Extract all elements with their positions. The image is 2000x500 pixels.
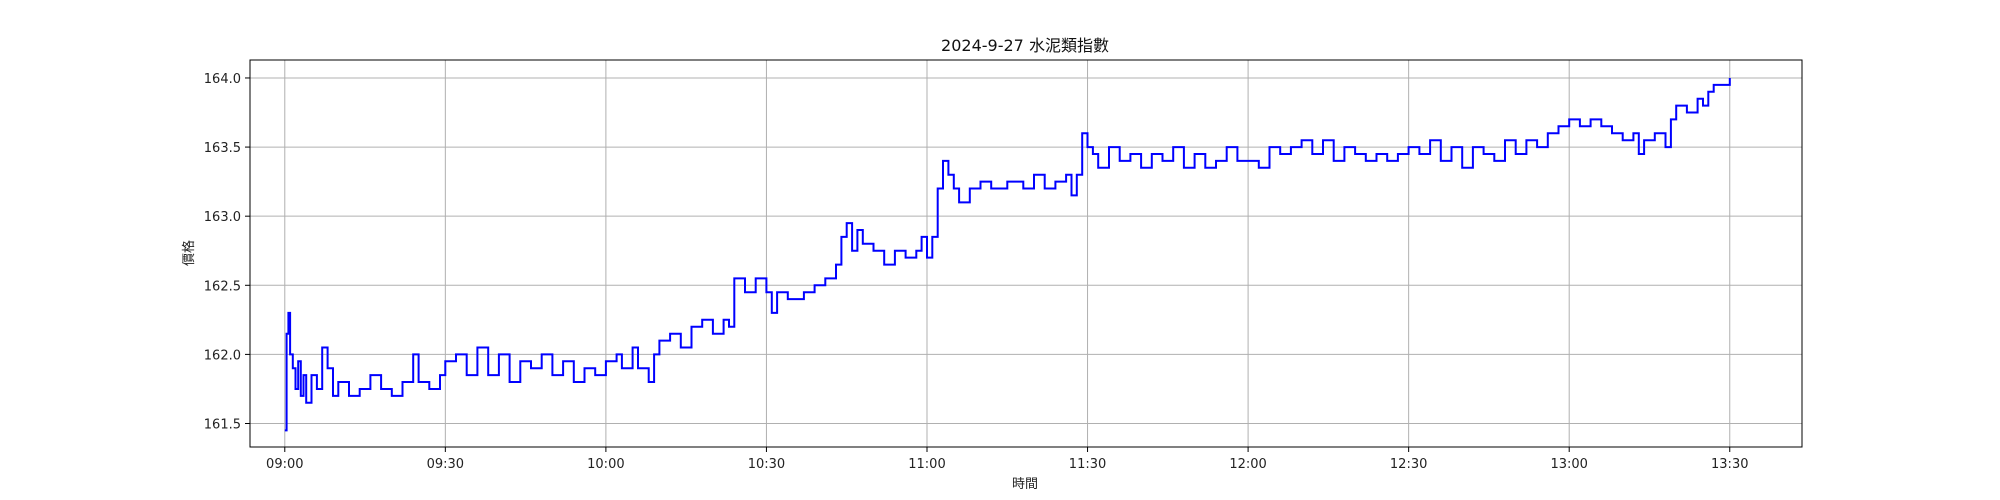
x-tick-label: 11:00 [908,457,945,472]
x-tick-label: 09:30 [427,457,464,472]
x-axis: 09:00 09:30 10:00 10:30 11:00 11:30 12:00 12:30… [266,447,1748,472]
price-series-line [284,78,1731,432]
x-tick-label: 13:30 [1711,457,1748,472]
grid [250,60,1802,447]
x-tick-label: 10:30 [748,457,785,472]
x-tick-label: 12:30 [1390,457,1427,472]
chart-title: 2024-9-27 水泥類指數 [941,36,1109,55]
series-layer [284,78,1731,432]
y-tick-label: 162.0 [204,348,241,363]
x-tick-label: 11:30 [1069,457,1106,472]
y-axis: 161.5 162.0 162.5 163.0 163.5 164.0 [204,72,250,433]
x-tick-label: 12:00 [1229,457,1266,472]
y-axis-label: 價格 [181,240,197,266]
x-tick-label: 13:00 [1550,457,1587,472]
x-tick-label: 10:00 [587,457,624,472]
y-tick-label: 163.5 [204,141,241,156]
y-tick-label: 161.5 [204,418,241,433]
y-tick-label: 164.0 [204,72,241,87]
plot-frame [249,59,1803,448]
y-tick-label: 163.0 [204,210,241,225]
y-tick-label: 162.5 [204,279,241,294]
x-tick-label: 09:00 [266,457,303,472]
x-axis-label: 時間 [1012,477,1038,492]
